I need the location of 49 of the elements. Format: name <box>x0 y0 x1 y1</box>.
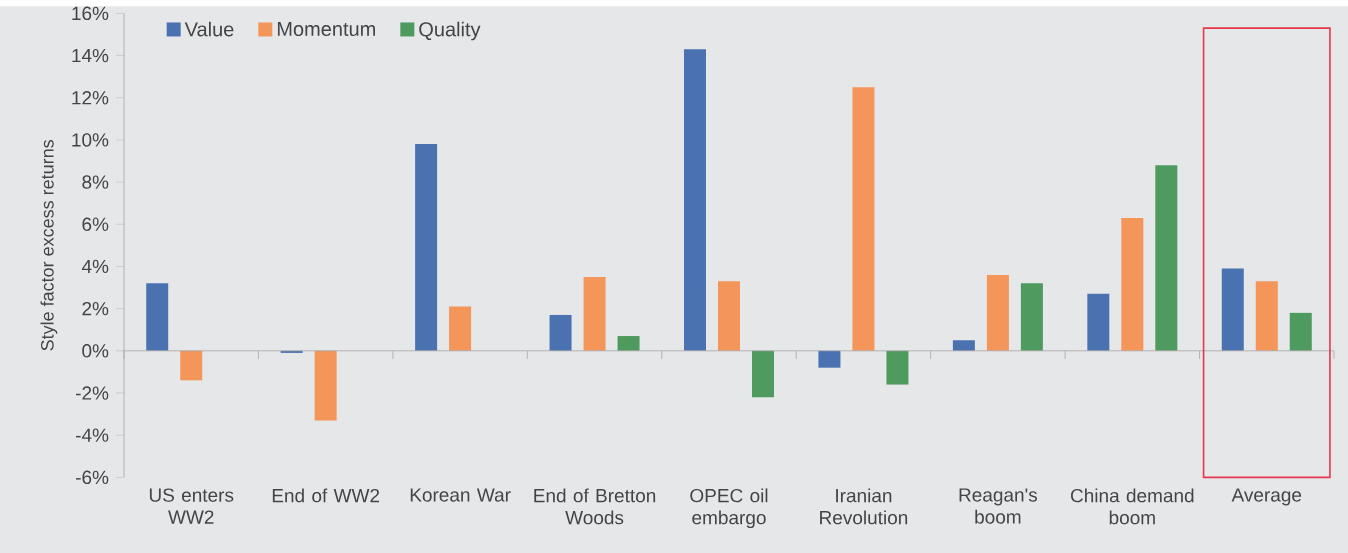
bar <box>549 314 572 351</box>
y-tick-label: 4% <box>81 259 109 273</box>
legend-label: Quality <box>419 21 481 41</box>
x-tick-label: Iranian Revolution <box>820 488 908 525</box>
y-tick-label: -2% <box>76 386 109 400</box>
bar <box>1121 217 1144 351</box>
bar <box>314 350 337 421</box>
bar <box>684 49 706 351</box>
legend-label: Value <box>184 21 234 37</box>
bar <box>986 274 1009 351</box>
y-tick-label: 10% <box>72 132 109 147</box>
bar <box>415 143 438 351</box>
bar <box>617 335 640 351</box>
y-tick-label: 2% <box>82 301 109 316</box>
y-tick-label: 16% <box>72 6 109 20</box>
bar <box>852 87 875 351</box>
bar <box>1020 283 1043 351</box>
bar <box>280 350 303 353</box>
bar <box>818 350 841 368</box>
bar <box>1255 281 1278 351</box>
x-tick-label: China demand boom <box>1070 488 1194 525</box>
bar <box>583 276 606 351</box>
y-tick-label: 14% <box>72 48 109 63</box>
x-tick-label: OPEC oil embargo <box>690 488 768 528</box>
legend-label: Momentum <box>277 21 375 36</box>
bar <box>1289 312 1312 351</box>
bar <box>180 350 203 381</box>
bar <box>146 283 169 351</box>
y-axis-title: Style factor excess returns <box>40 139 58 351</box>
bar <box>952 340 975 351</box>
y-tick-label: -4% <box>76 428 109 442</box>
x-tick-label: Average <box>1231 488 1302 506</box>
y-tick-label: 12% <box>72 90 109 105</box>
x-tick-label: Reagan's boom <box>959 488 1038 524</box>
x-tick-label: End of WW2 <box>272 488 380 503</box>
y-tick-label: -6% <box>76 470 109 484</box>
bar <box>886 350 909 385</box>
bar <box>1087 293 1110 351</box>
y-tick-label: 6% <box>82 217 109 231</box>
bar <box>718 281 740 351</box>
x-tick-label: End of Bretton Woods <box>534 488 656 525</box>
y-tick-label: 8% <box>82 175 109 189</box>
bar <box>1221 268 1244 351</box>
x-tick-label: Korean War <box>410 488 511 502</box>
x-tick-label: US enters WW2 <box>149 488 234 524</box>
bar <box>1155 165 1178 351</box>
y-tick-label: 0% <box>82 343 109 358</box>
bar <box>449 306 472 351</box>
bar <box>752 350 774 398</box>
